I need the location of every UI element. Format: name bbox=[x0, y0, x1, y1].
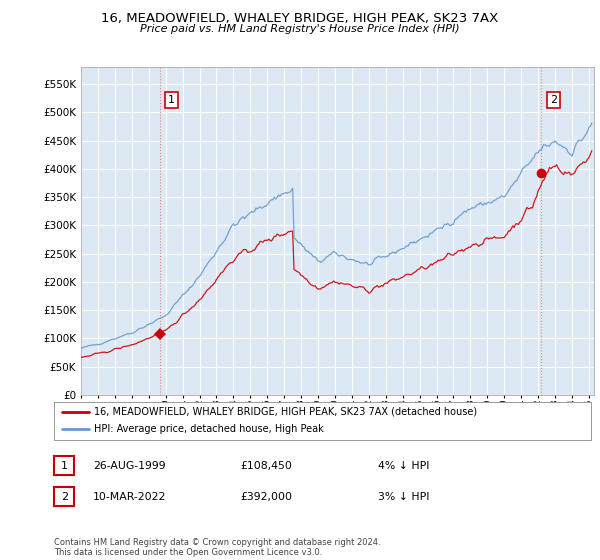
Text: 1: 1 bbox=[168, 95, 175, 105]
Text: HPI: Average price, detached house, High Peak: HPI: Average price, detached house, High… bbox=[94, 424, 324, 435]
Text: 26-AUG-1999: 26-AUG-1999 bbox=[93, 461, 166, 471]
Text: £392,000: £392,000 bbox=[240, 492, 292, 502]
Text: 16, MEADOWFIELD, WHALEY BRIDGE, HIGH PEAK, SK23 7AX (detached house): 16, MEADOWFIELD, WHALEY BRIDGE, HIGH PEA… bbox=[94, 407, 478, 417]
Text: 3% ↓ HPI: 3% ↓ HPI bbox=[378, 492, 430, 502]
Text: 10-MAR-2022: 10-MAR-2022 bbox=[93, 492, 166, 502]
Text: 1: 1 bbox=[61, 461, 68, 471]
Text: Contains HM Land Registry data © Crown copyright and database right 2024.
This d: Contains HM Land Registry data © Crown c… bbox=[54, 538, 380, 557]
Text: £108,450: £108,450 bbox=[240, 461, 292, 471]
Text: Price paid vs. HM Land Registry's House Price Index (HPI): Price paid vs. HM Land Registry's House … bbox=[140, 24, 460, 34]
Text: 4% ↓ HPI: 4% ↓ HPI bbox=[378, 461, 430, 471]
Text: 2: 2 bbox=[61, 492, 68, 502]
Text: 16, MEADOWFIELD, WHALEY BRIDGE, HIGH PEAK, SK23 7AX: 16, MEADOWFIELD, WHALEY BRIDGE, HIGH PEA… bbox=[101, 12, 499, 25]
Text: 2: 2 bbox=[550, 95, 557, 105]
